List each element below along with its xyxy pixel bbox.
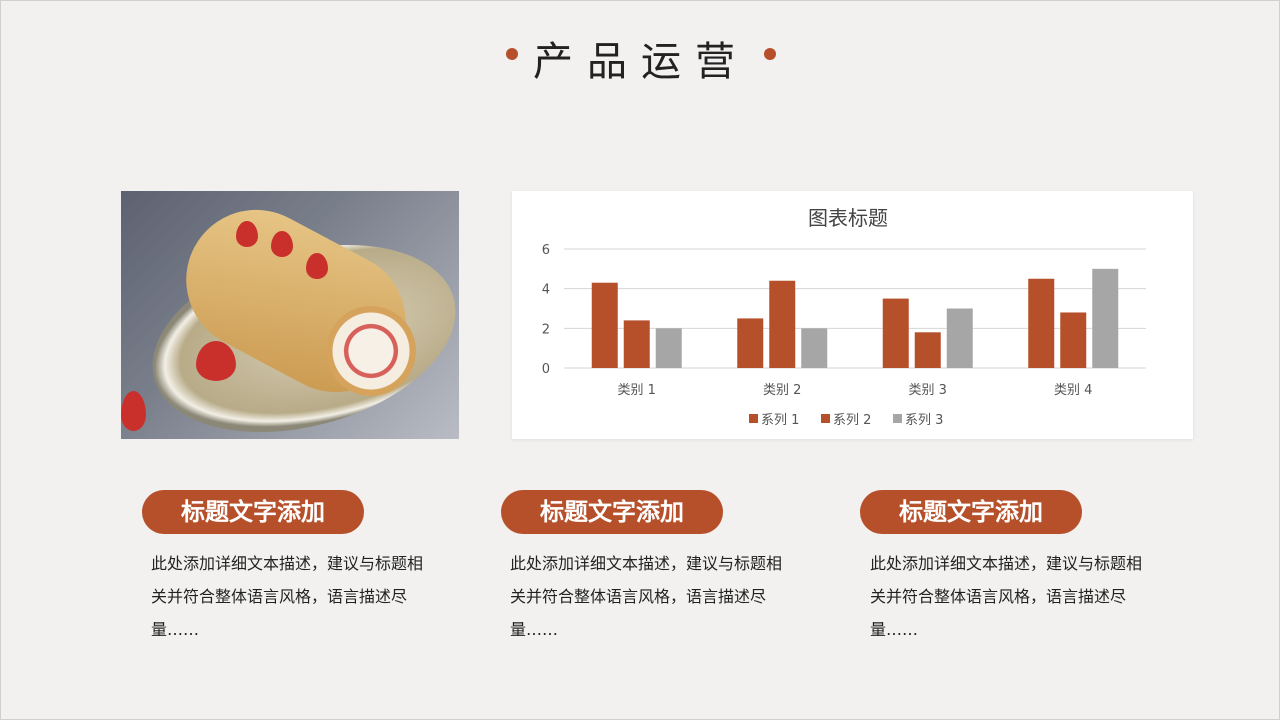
bar-3-2 <box>801 328 828 368</box>
card-desc-1: 此处添加详细文本描述，建议与标题相关并符合整体语言风格，语言描述尽量…… <box>151 554 424 639</box>
cake-roll-photo <box>121 191 459 439</box>
card-title-1: 标题文字添加 <box>142 490 364 534</box>
legend-swatch <box>821 414 830 423</box>
x-tick-label: 类别 1 <box>618 383 656 398</box>
bar-3-1 <box>655 328 682 368</box>
x-tick-label: 类别 3 <box>909 383 947 398</box>
title-dot-left <box>506 48 518 60</box>
legend-label: 系列 3 <box>905 413 943 428</box>
y-tick-label: 4 <box>542 283 550 298</box>
card-desc-2: 此处添加详细文本描述，建议与标题相关并符合整体语言风格，语言描述尽量…… <box>510 554 783 639</box>
page-title: 产品运营 <box>533 39 749 85</box>
bar-chart: 图表标题 0 2 4 6 类别 1 类别 2 类别 3 类别 4 系列 1 系列 2 系列 3 <box>512 191 1193 439</box>
bar-2-1 <box>623 320 650 368</box>
card-title-3: 标题文字添加 <box>860 490 1082 534</box>
y-tick-label: 0 <box>542 362 550 377</box>
legend-label: 系列 1 <box>761 413 799 428</box>
card-desc-3: 此处添加详细文本描述，建议与标题相关并符合整体语言风格，语言描述尽量…… <box>870 554 1143 639</box>
x-tick-label: 类别 2 <box>763 383 801 398</box>
y-tick-label: 2 <box>542 322 550 337</box>
bar-3-4 <box>1092 268 1119 368</box>
title-dot-right <box>764 48 776 60</box>
bar-1-3 <box>882 298 909 368</box>
bar-2-3 <box>914 332 941 368</box>
bar-1-1 <box>591 282 618 368</box>
bar-2-2 <box>769 280 796 368</box>
legend-label: 系列 2 <box>833 413 871 428</box>
card-title-2: 标题文字添加 <box>501 490 723 534</box>
y-tick-label: 6 <box>542 243 550 258</box>
chart-title: 图表标题 <box>808 206 888 230</box>
legend-swatch <box>893 414 902 423</box>
bar-1-4 <box>1028 278 1055 368</box>
bar-1-2 <box>737 318 764 368</box>
legend-swatch <box>749 414 758 423</box>
bar-3-3 <box>946 308 973 368</box>
x-tick-label: 类别 4 <box>1054 383 1092 398</box>
bar-2-4 <box>1060 312 1087 368</box>
